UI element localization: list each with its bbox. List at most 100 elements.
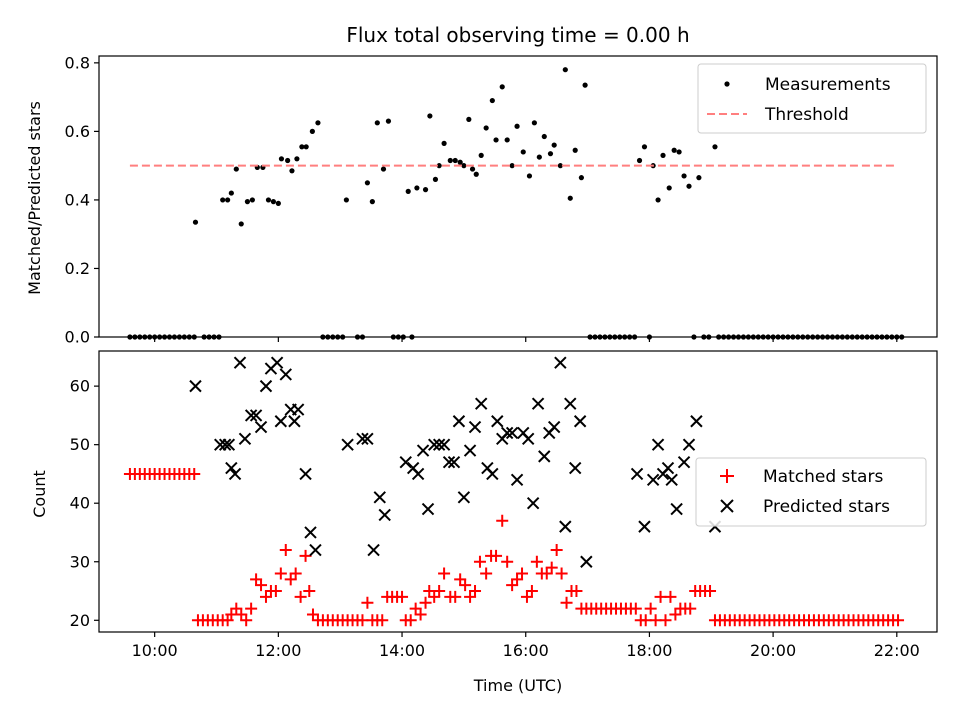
predicted-star-point <box>361 432 374 446</box>
matched-star-point <box>644 602 657 615</box>
bottom-legend: Matched stars Predicted stars <box>695 457 927 527</box>
predicted-star-point <box>416 444 430 457</box>
matched-star-point <box>664 590 677 603</box>
top-chart-title: Flux total observing time = 0.00 h <box>346 23 689 47</box>
measurement-point <box>414 185 420 191</box>
matched-star-point <box>480 567 493 580</box>
matched-star-point <box>240 614 253 627</box>
bottom-x-tick-label: 20:00 <box>750 641 796 660</box>
predicted-star-point <box>559 520 572 533</box>
measurement-point <box>466 116 472 122</box>
bottom-y-axis-title: Count <box>30 470 49 518</box>
measurement-point <box>289 168 295 174</box>
matched-star-point <box>299 549 312 562</box>
predicted-star-point <box>682 438 696 451</box>
measurement-point <box>192 219 199 225</box>
measurement-point <box>275 200 281 206</box>
predicted-star-point <box>189 379 202 393</box>
measurement-point <box>233 166 239 172</box>
matched-star-point <box>560 596 573 609</box>
top-y-tick-label: 0.2 <box>65 259 90 278</box>
predicted-star-point <box>291 403 305 416</box>
measurement-point <box>526 173 533 179</box>
measurement-point <box>238 221 244 227</box>
bottom-x-tick-label: 14:00 <box>379 641 425 660</box>
bottom-y-tick-label: 40 <box>70 494 90 513</box>
measurement-point <box>660 152 666 158</box>
measurement-point <box>249 197 255 203</box>
legend-matched-label: Matched stars <box>763 467 883 487</box>
predicted-star-point <box>457 491 471 504</box>
measurement-point <box>441 140 447 146</box>
predicted-star-point <box>500 426 514 440</box>
top-y-tick-label: 0.0 <box>65 328 90 347</box>
top-plot-frame <box>98 55 938 338</box>
measurement-point <box>504 137 510 143</box>
measurement-point <box>567 195 573 201</box>
predicted-star-point <box>564 397 577 410</box>
measurement-point <box>541 133 547 140</box>
matched-star-point <box>525 585 538 598</box>
bottom-x-tick-label: 16:00 <box>503 641 549 660</box>
measurement-point <box>473 171 479 177</box>
matched-star-point <box>892 614 905 627</box>
measurement-point <box>531 120 537 126</box>
matched-star-point <box>396 590 409 603</box>
predicted-star-point <box>373 491 386 504</box>
predicted-star-point <box>505 426 519 440</box>
measurement-point <box>489 97 495 104</box>
matched-star-point <box>704 585 717 598</box>
bottom-y-tick-label: 60 <box>70 377 90 396</box>
matched-star-point <box>659 614 672 627</box>
measurement-point <box>432 176 439 182</box>
predicted-star-point <box>690 415 703 428</box>
bottom-x-tick-label: 12:00 <box>255 641 301 660</box>
measurement-point <box>562 67 568 73</box>
predicted-star-point <box>259 379 273 393</box>
bottom-plot-frame <box>98 350 938 633</box>
predicted-star-point <box>463 444 477 457</box>
measurement-point <box>469 166 476 172</box>
matched-star-point <box>294 590 307 603</box>
matched-star-point <box>404 614 417 627</box>
measurement-point <box>457 159 463 165</box>
measurement-point <box>671 147 677 153</box>
legend-measurements-label: Measurements <box>765 75 891 95</box>
matched-star-point <box>438 567 451 580</box>
predicted-star-point <box>452 415 466 428</box>
measurement-point <box>285 157 291 164</box>
predicted-star-point <box>646 473 660 486</box>
matched-star-point <box>255 579 268 592</box>
measurement-point <box>265 197 272 203</box>
measurement-point <box>572 147 578 153</box>
legend-predicted-label: Predicted stars <box>763 497 890 517</box>
measurement-point <box>712 144 718 150</box>
matched-star-point <box>496 514 509 527</box>
predicted-star-point <box>270 356 284 369</box>
predicted-star-point <box>228 467 242 481</box>
bottom-x-axis-title: Time (UTC) <box>473 676 562 695</box>
measurement-point <box>244 199 251 205</box>
predicted-star-point <box>510 473 524 486</box>
measurement-point <box>557 163 563 169</box>
predicted-star-point <box>304 526 317 539</box>
matched-star-point <box>469 585 482 598</box>
matched-star-point <box>516 567 529 580</box>
measurement-point <box>374 120 380 126</box>
measurement-point <box>514 123 520 129</box>
measurement-point <box>499 84 505 90</box>
predicted-star-point <box>421 502 435 516</box>
measurement-point <box>520 149 526 155</box>
predicted-star-point <box>249 409 263 422</box>
predicted-star-point <box>526 497 540 510</box>
measurement-point <box>483 125 489 131</box>
matched-star-point <box>545 561 558 574</box>
predicted-star-point <box>279 368 292 381</box>
top-plot: 0.0 0.2 0.4 0.6 0.8 <box>65 53 938 347</box>
matched-star-point <box>555 567 568 580</box>
predicted-star-point <box>491 415 504 428</box>
predicted-star-point <box>474 397 488 410</box>
matched-star-point <box>289 567 302 580</box>
measurement-point <box>427 113 433 119</box>
